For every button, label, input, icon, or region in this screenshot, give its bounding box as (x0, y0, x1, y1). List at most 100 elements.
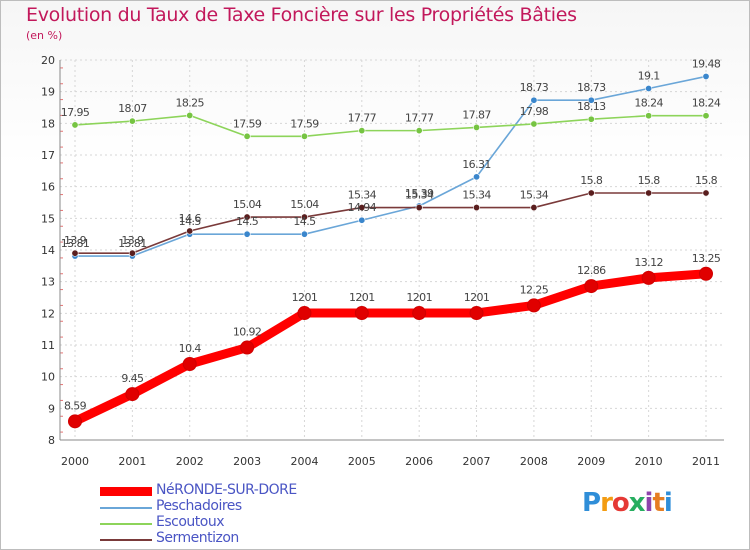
x-tick-label: 2001 (118, 455, 146, 468)
data-label: 18.13 (577, 100, 606, 113)
legend-label: NéRONDE-SUR-DORE (156, 482, 297, 498)
data-label: 10.92 (233, 326, 262, 339)
x-tick-label: 2000 (61, 455, 89, 468)
x-tick-label: 2009 (577, 455, 605, 468)
data-label: 13.9 (64, 234, 87, 247)
data-label: 1201 (292, 291, 318, 304)
data-point (243, 213, 251, 221)
data-label: 13.25 (692, 252, 721, 265)
data-label: 17.77 (405, 112, 434, 125)
x-tick-label: 2010 (635, 455, 663, 468)
data-label: 18.73 (577, 81, 606, 94)
logo-letter: P (582, 488, 601, 518)
data-label: 14.5 (236, 215, 259, 228)
data-point (584, 279, 599, 294)
data-point (243, 230, 251, 238)
data-label: 18.07 (118, 102, 147, 115)
data-point (300, 230, 308, 238)
data-label: 12.86 (577, 264, 606, 277)
series-lines (68, 72, 713, 429)
legend-item: NéRONDE-SUR-DORE (100, 482, 360, 500)
data-point (240, 340, 255, 355)
chart-subtitle: (en %) (26, 29, 63, 42)
data-point (473, 204, 481, 212)
data-point (587, 96, 595, 104)
data-label: 15.34 (348, 189, 377, 202)
data-labels: 13.81 13.81 14.5 14.5 14.5 14.94 15.39 16.31 18.… (61, 57, 722, 412)
data-point (415, 127, 423, 135)
data-label: 17.95 (61, 106, 90, 119)
logo-letter: o (611, 488, 630, 518)
x-tick-label: 2002 (176, 455, 204, 468)
x-tick-label: 2004 (290, 455, 318, 468)
y-tick-label: 8 (48, 434, 55, 447)
logo-letter: i (644, 488, 654, 518)
axes: 8 9 10 11 12 13 14 15 16 17 18 19 20 2000 2001 2002 2003… (41, 54, 724, 468)
data-label: 17.98 (520, 105, 549, 118)
data-point (473, 123, 481, 131)
data-point (530, 96, 538, 104)
data-point (702, 189, 710, 197)
data-label: 1201 (349, 291, 375, 304)
y-tick-label: 17 (41, 149, 55, 162)
series-line (74, 114, 707, 138)
data-label: 15.8 (695, 174, 718, 187)
data-point (358, 127, 366, 135)
data-label: 10.4 (179, 342, 202, 355)
data-point (354, 306, 369, 321)
data-point (530, 120, 538, 128)
data-point (300, 132, 308, 140)
data-point (415, 204, 423, 212)
line-chart: 8 9 10 11 12 13 14 15 16 17 18 19 20 2000 2001 2002 2003… (41, 54, 724, 468)
data-label: 18.73 (520, 81, 549, 94)
chart-title: Evolution du Taux de Taxe Foncière sur l… (26, 4, 577, 26)
data-point (358, 204, 366, 212)
data-point (473, 173, 481, 181)
y-tick-label: 10 (41, 371, 55, 384)
data-point (71, 121, 79, 129)
legend-item: Peschadoires (100, 498, 360, 516)
y-tick-label: 12 (41, 307, 55, 320)
data-label: 15.34 (520, 189, 549, 202)
y-tick-label: 11 (41, 339, 55, 352)
data-label: 15.39 (405, 187, 434, 200)
data-point (186, 111, 194, 119)
data-point (702, 72, 710, 80)
data-point (182, 357, 197, 371)
legend-swatch (100, 539, 152, 541)
y-tick-label: 15 (41, 212, 55, 225)
y-tick-label: 16 (41, 181, 55, 194)
data-label: 19.48 (692, 57, 721, 70)
legend-label: Escoutoux (156, 514, 225, 530)
logo-letter: t (652, 488, 664, 518)
data-label: 15.8 (580, 174, 603, 187)
legend-item: Sermentizon (100, 530, 360, 548)
data-point (68, 414, 82, 429)
data-point (641, 270, 656, 285)
legend: NéRONDE-SUR-DORE Peschadoires Escoutoux Ser… (100, 482, 360, 548)
data-label: 13.9 (121, 234, 144, 247)
data-point (128, 117, 136, 125)
y-tick-label: 18 (41, 117, 55, 130)
data-label: 15.34 (462, 189, 491, 202)
data-label: 13.81 (118, 237, 147, 250)
data-label: 17.59 (290, 117, 319, 130)
data-label: 9.45 (121, 372, 144, 385)
data-label: 15.8 (638, 174, 661, 187)
legend-item: Escoutoux (100, 514, 360, 532)
data-label: 15.34 (405, 189, 434, 202)
data-point (297, 306, 312, 321)
data-point (412, 306, 427, 321)
legend-swatch (100, 523, 152, 525)
data-point (125, 387, 140, 402)
series-line (74, 192, 707, 254)
proxiti-logo: Proxiti (582, 488, 673, 518)
data-point (243, 132, 251, 140)
data-point (587, 115, 595, 123)
data-label: 8.59 (64, 399, 87, 412)
data-point (645, 112, 653, 120)
data-label: 14.5 (179, 215, 202, 228)
data-point (645, 85, 653, 93)
data-point (300, 213, 308, 221)
data-point (702, 112, 710, 120)
